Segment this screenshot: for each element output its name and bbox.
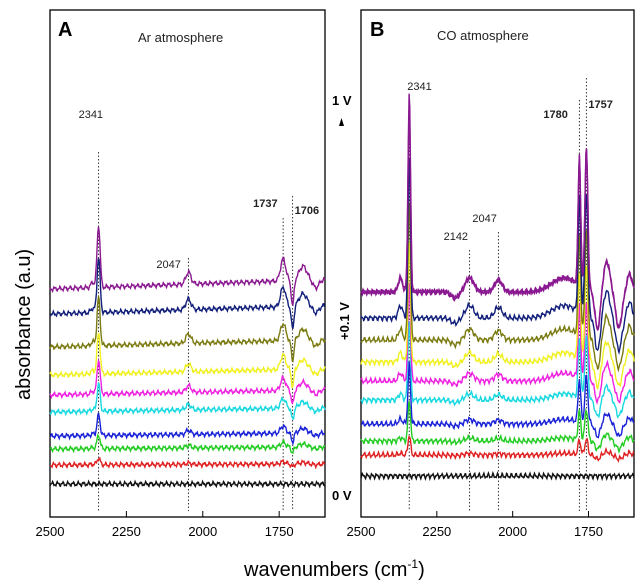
panel-b-series <box>360 93 635 482</box>
peak-label-2341: 2341 <box>407 81 431 93</box>
series-0.4v <box>49 382 326 420</box>
x-tick-label-2500: 2500 <box>347 524 376 539</box>
series-0.7v <box>360 202 635 373</box>
series-0.3v <box>49 412 325 446</box>
panel-a-peak-labels: 2341 2047 1737 1706 <box>79 109 320 271</box>
panel-a-letter: A <box>58 19 72 41</box>
panel-a-series <box>49 226 326 489</box>
series-0.5v <box>49 358 326 406</box>
peak-label-2047: 2047 <box>156 259 180 271</box>
volt-top-label: 1 V <box>332 93 352 108</box>
x-tick-label-2250: 2250 <box>422 524 451 539</box>
x-tick-label-2000: 2000 <box>498 524 527 539</box>
panel-a-frame <box>49 9 326 518</box>
panel-b-peak-labels: 2341 2142 2047 1780 1757 <box>407 81 613 243</box>
peak-label-1706: 1706 <box>295 205 319 217</box>
series-0.9v <box>49 226 326 307</box>
series-0.2v <box>49 433 326 455</box>
series-0.4v <box>360 321 635 419</box>
series-1v <box>360 93 635 330</box>
series-0v <box>360 470 635 482</box>
series-0v <box>49 479 326 489</box>
peak-label-1737: 1737 <box>253 198 277 210</box>
panel-b-ticks: 2500 2250 2000 1750 <box>347 511 603 539</box>
volt-arrow-icon <box>339 118 344 126</box>
panel-b-letter: B <box>370 19 384 41</box>
x-tick-label-2500: 2500 <box>36 524 65 539</box>
peak-label-1757: 1757 <box>588 99 612 111</box>
series-0.7v <box>49 294 326 363</box>
x-tick-label-2250: 2250 <box>112 524 141 539</box>
volt-bottom-label: 0 V <box>332 488 352 503</box>
peak-label-2142: 2142 <box>444 231 468 243</box>
series-0.8v <box>49 258 326 330</box>
x-tick-label-2000: 2000 <box>188 524 217 539</box>
series-0.1v <box>360 435 635 463</box>
series-0.8v <box>360 158 635 356</box>
series-0.6v <box>360 241 635 390</box>
x-axis-title: wavenumbers (cm-1) <box>243 557 425 581</box>
panel-a-title: Ar atmosphere <box>138 30 223 45</box>
y-axis-title: absorbance (a.u) <box>13 249 35 400</box>
peak-label-1780: 1780 <box>543 109 567 121</box>
series-0.6v <box>49 332 326 389</box>
peak-label-2341: 2341 <box>79 109 103 121</box>
series-0.1v <box>49 457 326 470</box>
panel-b-frame <box>360 9 635 518</box>
series-0.5v <box>360 282 635 406</box>
x-tick-label-1750: 1750 <box>574 524 603 539</box>
peak-label-2047: 2047 <box>472 213 496 225</box>
series-0.3v <box>360 361 635 439</box>
volt-mid-label: +0.1 V <box>337 302 352 340</box>
x-tick-label-1750: 1750 <box>265 524 294 539</box>
series-0.2v <box>360 400 635 454</box>
panel-b-title: CO atmosphere <box>437 28 529 43</box>
panel-a-ticks: 2500 2250 2000 1750 <box>36 511 294 539</box>
